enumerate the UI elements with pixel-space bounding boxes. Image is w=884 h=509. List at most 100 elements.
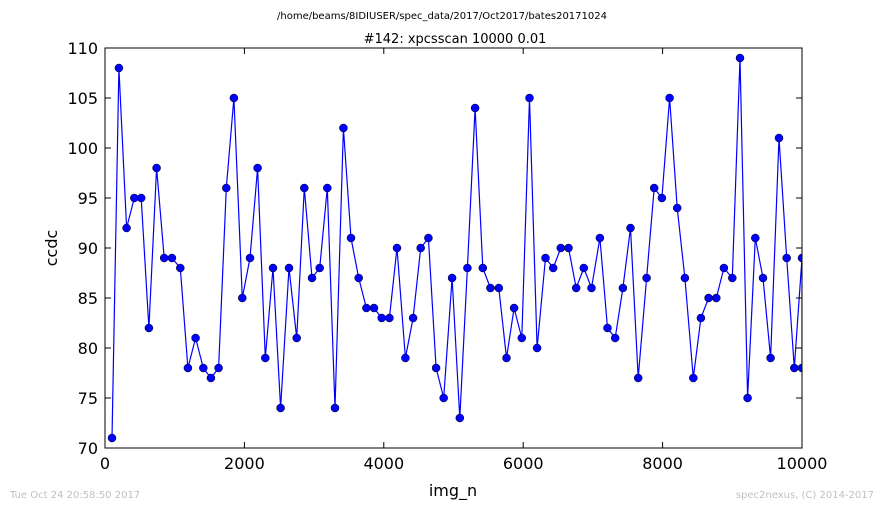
footer-credit: spec2nexus, (C) 2014-2017 (735, 490, 874, 501)
data-point (587, 283, 596, 293)
data-point (122, 223, 131, 233)
data-point (167, 253, 177, 263)
x-tick-label: 4000 (363, 454, 404, 473)
data-point (618, 283, 628, 293)
data-point (758, 273, 768, 283)
data-point (214, 363, 223, 373)
data-point (346, 233, 356, 243)
y-tick-label: 100 (67, 139, 98, 158)
data-point (665, 93, 674, 103)
data-point (532, 343, 542, 353)
data-point (782, 253, 791, 263)
y-tick-label: 110 (67, 39, 98, 58)
series-line (111, 57, 802, 439)
x-tick-label: 8000 (642, 454, 683, 473)
data-point (159, 253, 169, 263)
data-point (579, 263, 589, 273)
data-point (330, 403, 340, 413)
y-axis-label: ccdc (42, 230, 61, 267)
chart-title: #142: xpcsscan 10000 0.01 (364, 32, 547, 47)
data-point (704, 293, 713, 303)
data-point (766, 353, 775, 363)
data-point (439, 393, 448, 403)
data-point (447, 273, 457, 283)
data-point (253, 163, 262, 173)
plot-area (107, 53, 802, 443)
data-point (657, 193, 667, 203)
data-point (261, 353, 270, 363)
data-point (712, 293, 721, 303)
data-point (517, 333, 527, 343)
y-tick-label: 85 (78, 289, 98, 308)
axis-ticks: 0 2000 4000 6000 8000 10000 70 75 80 85 90 95 100 105… (67, 39, 827, 473)
data-point (284, 263, 294, 273)
data-point (245, 253, 255, 263)
data-point (222, 183, 231, 193)
data-point (649, 183, 659, 193)
data-point (307, 273, 317, 283)
data-point (719, 263, 729, 273)
data-point (541, 253, 550, 263)
data-point (790, 363, 799, 373)
data-point (610, 333, 620, 343)
data-point (743, 393, 752, 403)
data-point (463, 263, 472, 273)
data-point (136, 193, 146, 203)
data-point (276, 403, 285, 413)
data-point (797, 253, 802, 263)
data-point (152, 163, 161, 173)
data-point (144, 323, 154, 333)
data-point (354, 273, 363, 283)
data-point (176, 263, 185, 273)
data-point (633, 373, 643, 383)
data-point (339, 123, 348, 133)
data-point (595, 233, 605, 243)
data-point (672, 203, 682, 213)
data-point (431, 363, 441, 373)
data-point (728, 273, 737, 283)
data-point (300, 183, 309, 193)
data-point (323, 183, 332, 193)
data-point (107, 433, 117, 443)
data-point (114, 63, 124, 73)
data-point (206, 373, 216, 383)
data-point (525, 93, 534, 103)
data-point (689, 373, 698, 383)
y-tick-label: 75 (78, 389, 98, 408)
data-point (494, 283, 504, 293)
data-point (548, 263, 558, 273)
data-point (416, 243, 425, 253)
data-point (642, 273, 651, 283)
data-point (509, 303, 519, 313)
data-point (696, 313, 706, 323)
data-point (735, 53, 745, 63)
data-point (603, 323, 612, 333)
x-axis-label: img_n (429, 481, 477, 501)
data-point (564, 243, 573, 253)
data-point (199, 363, 208, 373)
y-tick-label: 95 (78, 189, 98, 208)
x-tick-label: 2000 (224, 454, 265, 473)
y-tick-label: 105 (67, 89, 98, 108)
x-tick-label: 6000 (503, 454, 544, 473)
data-point (502, 353, 511, 363)
data-point (774, 133, 784, 143)
data-point (385, 313, 394, 323)
x-tick-label: 10000 (777, 454, 828, 473)
data-point (751, 233, 760, 243)
plot-frame (104, 47, 803, 449)
x-tick-label: 0 (100, 454, 110, 473)
data-point (556, 243, 566, 253)
data-point (183, 363, 193, 373)
data-point (191, 333, 200, 343)
footer-timestamp: Tue Oct 24 20:58:50 2017 (10, 490, 141, 501)
data-point (455, 413, 465, 423)
data-point (626, 223, 635, 233)
y-tick-label: 80 (78, 339, 98, 358)
data-point (478, 263, 488, 273)
data-point (392, 243, 402, 253)
data-point (486, 283, 495, 293)
data-point (292, 333, 301, 343)
data-point (401, 353, 410, 363)
